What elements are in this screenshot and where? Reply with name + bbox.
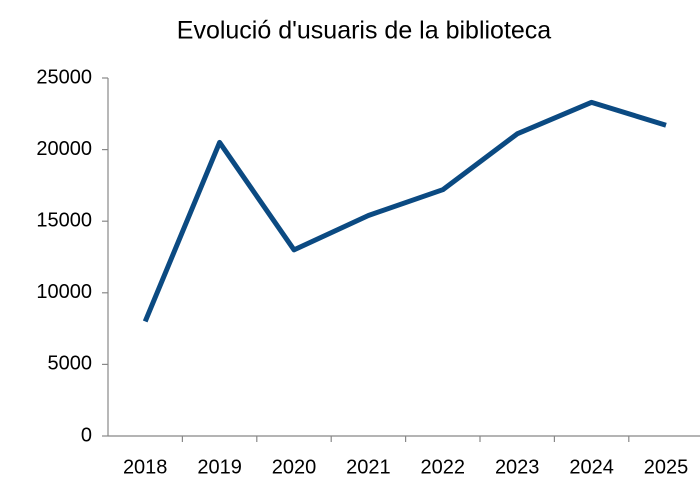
x-tick-label: 2020 <box>272 456 317 478</box>
x-tick-label: 2025 <box>644 456 689 478</box>
y-tick-label: 5000 <box>48 353 93 375</box>
series-line <box>142 99 667 323</box>
x-tick-label: 2019 <box>197 456 242 478</box>
x-tick-label: 2024 <box>569 456 614 478</box>
x-tick-label: 2023 <box>495 456 540 478</box>
y-tick-label: 25000 <box>36 66 92 88</box>
x-tick-label: 2021 <box>346 456 391 478</box>
y-tick-label: 20000 <box>36 138 92 160</box>
chart-title: Evolució d'usuaris de la biblioteca <box>177 17 552 45</box>
y-tick-label: 15000 <box>36 209 92 231</box>
y-tick-label: 10000 <box>36 281 92 303</box>
y-tick-label: 0 <box>81 424 92 446</box>
x-tick-label: 2018 <box>123 456 168 478</box>
x-tick-label: 2022 <box>421 456 466 478</box>
